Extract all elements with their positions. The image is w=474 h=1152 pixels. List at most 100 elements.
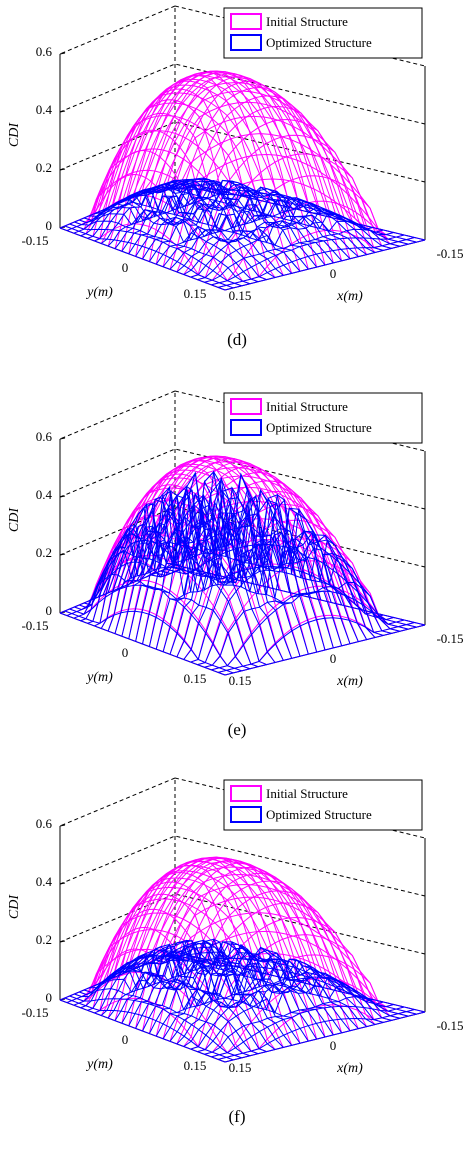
mesh-line-v-12 bbox=[142, 186, 301, 260]
z-tick-mark-3 bbox=[59, 52, 66, 55]
y-tick-0: -0.15 bbox=[21, 618, 48, 633]
z-tick-2: 0.4 bbox=[36, 102, 53, 117]
z-tick-mark-3 bbox=[59, 824, 66, 827]
mesh-line-v-14 bbox=[155, 80, 322, 265]
mesh-line-v-12 bbox=[142, 73, 301, 260]
mesh-line-v-4 bbox=[87, 945, 217, 1011]
z-tick-mark-2 bbox=[59, 495, 66, 498]
mesh-line-v-14 bbox=[155, 866, 322, 1037]
mesh-line-v-15 bbox=[162, 496, 332, 652]
y-tick-0: -0.15 bbox=[21, 233, 48, 248]
chart-panel-f: CDI 0 0.2 0.4 0.6 -0.15 0 0.15 0.15 0 -0… bbox=[0, 772, 474, 1152]
mesh-line-v-17 bbox=[176, 490, 353, 658]
panel-caption-d: (d) bbox=[227, 330, 247, 349]
mesh-line-v-19 bbox=[190, 977, 374, 1050]
x-tick-0: 0.15 bbox=[229, 1060, 252, 1075]
x-tick-0: 0.15 bbox=[229, 288, 252, 303]
mesh-line-v-21 bbox=[204, 996, 394, 1055]
z-axis-label: CDI bbox=[7, 507, 22, 532]
z-tick-0: 0 bbox=[46, 990, 53, 1005]
mesh-line-v-23 bbox=[218, 617, 415, 673]
mesh-line-v-3 bbox=[80, 908, 207, 1009]
z-tick-mark-1 bbox=[59, 168, 66, 171]
legend: Initial Structure Optimized Structure bbox=[223, 392, 423, 444]
z-tick-2: 0.4 bbox=[36, 874, 53, 889]
mesh-line-v-12 bbox=[142, 859, 301, 1032]
z-tick-3: 0.6 bbox=[36, 816, 53, 831]
mesh-line-v-8 bbox=[114, 940, 259, 1021]
mesh-line-v-10 bbox=[128, 952, 280, 1027]
mesh-line-v-23 bbox=[218, 1009, 415, 1060]
legend-swatch-optimized bbox=[230, 34, 262, 51]
z-gridline-0 bbox=[59, 893, 426, 955]
legend-swatch-optimized bbox=[230, 806, 262, 823]
y-tick-2: 0.15 bbox=[184, 671, 207, 686]
mesh-line-v-24 bbox=[224, 239, 426, 291]
mesh-line-v-9 bbox=[121, 71, 270, 252]
mesh-line-v-19 bbox=[190, 530, 374, 663]
chart-panel-e: CDI 0 0.2 0.4 0.6 -0.15 0 0.15 0.15 0 -0… bbox=[0, 385, 474, 765]
mesh-line-v-6 bbox=[100, 88, 238, 244]
mesh-line-u-13 bbox=[112, 74, 318, 268]
mesh-line-v-17 bbox=[176, 207, 353, 273]
z-tick-0: 0 bbox=[46, 218, 53, 233]
surface-plot-e: CDI 0 0.2 0.4 0.6 -0.15 0 0.15 0.15 0 -0… bbox=[7, 390, 464, 689]
mesh-line-v-18 bbox=[183, 972, 363, 1047]
mesh-line-v-11 bbox=[135, 456, 291, 642]
y-axis-label: y(m) bbox=[85, 1057, 113, 1072]
surface-optimized bbox=[59, 938, 426, 1063]
mesh-line-v-15 bbox=[162, 197, 332, 268]
mesh-line-v-16 bbox=[169, 958, 342, 1042]
axis-edge-top-0 bbox=[59, 390, 176, 440]
legend: Initial Structure Optimized Structure bbox=[223, 779, 423, 831]
panel-caption-e: (e) bbox=[227, 720, 247, 739]
mesh-line-v-11 bbox=[135, 857, 291, 1029]
mesh-line-v-7 bbox=[107, 189, 249, 247]
legend-label-initial: Initial Structure bbox=[266, 786, 348, 801]
axis-edge-top-0 bbox=[59, 777, 176, 827]
mesh-line-v-7 bbox=[107, 80, 249, 247]
z-tick-0: 0 bbox=[46, 603, 53, 618]
mesh-line-v-19 bbox=[190, 213, 374, 278]
mesh-line-v-3 bbox=[80, 949, 207, 1009]
x-tick-1: 0 bbox=[330, 651, 337, 666]
mesh-line-v-22 bbox=[211, 1005, 405, 1058]
y-axis-label: y(m) bbox=[85, 285, 113, 300]
panel-caption-f: (f) bbox=[228, 1107, 246, 1126]
z-tick-1: 0.2 bbox=[36, 545, 52, 560]
z-gridline-1 bbox=[59, 63, 426, 125]
mesh-line-v-11 bbox=[135, 190, 290, 257]
z-gridline-1 bbox=[59, 448, 426, 510]
y-tick-2: 0.15 bbox=[184, 1058, 207, 1073]
x-axis-label: x(m) bbox=[336, 1061, 363, 1076]
mesh-line-v-21 bbox=[204, 954, 394, 1055]
mesh-line-v-21 bbox=[204, 228, 394, 283]
z-tick-mark-3 bbox=[59, 437, 66, 440]
chart-panel-d: CDI 0 0.2 0.4 0.6 -0.15 0 0.15 0.15 0 -0… bbox=[0, 0, 474, 380]
x-tick-2: -0.15 bbox=[436, 1018, 463, 1033]
surface-optimized bbox=[59, 177, 426, 291]
surface-plot-f: CDI 0 0.2 0.4 0.6 -0.15 0 0.15 0.15 0 -0… bbox=[7, 777, 464, 1076]
mesh-line-v-8 bbox=[114, 860, 259, 1021]
mesh-line-v-13 bbox=[148, 76, 311, 262]
mesh-line-v-19 bbox=[190, 134, 374, 278]
z-tick-mark-2 bbox=[59, 882, 66, 885]
mesh-line-v-5 bbox=[94, 99, 228, 242]
mesh-line-v-22 bbox=[211, 585, 405, 671]
mesh-line-v-8 bbox=[114, 179, 259, 249]
mesh-line-v-4 bbox=[87, 180, 217, 239]
z-tick-3: 0.6 bbox=[36, 44, 53, 59]
mesh-line-v-24 bbox=[224, 624, 426, 676]
z-gridline-0 bbox=[59, 121, 426, 183]
mesh-line-u-12 bbox=[117, 72, 326, 266]
x-tick-2: -0.15 bbox=[436, 246, 463, 261]
y-tick-0: -0.15 bbox=[21, 1005, 48, 1020]
mesh-line-v-9 bbox=[121, 179, 270, 252]
legend-label-initial: Initial Structure bbox=[266, 399, 348, 414]
mesh-line-v-23 bbox=[218, 237, 415, 288]
mesh-line-v-20 bbox=[197, 153, 384, 281]
mesh-line-v-9 bbox=[121, 938, 270, 1024]
y-tick-1: 0 bbox=[122, 645, 129, 660]
x-tick-1: 0 bbox=[330, 266, 337, 281]
mesh-line-v-4 bbox=[87, 893, 217, 1011]
